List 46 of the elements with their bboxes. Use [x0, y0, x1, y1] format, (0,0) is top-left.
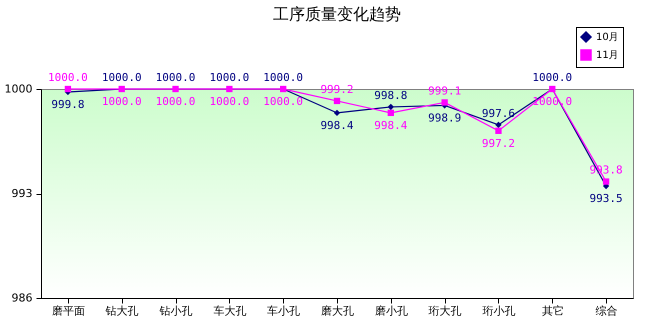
point [602, 178, 610, 185]
point [64, 86, 72, 92]
data-label: 1000.0 [102, 95, 142, 108]
data-label: 999.8 [51, 98, 84, 111]
x-tick-label: 磨平面 [52, 304, 85, 318]
data-label: 1000.0 [532, 71, 572, 84]
x-tick-label: 珩小孔 [482, 304, 516, 318]
y-tick-label: 986 [12, 292, 32, 304]
x-tick-label: 钻小孔 [158, 304, 193, 318]
data-label: 998.9 [428, 111, 462, 124]
x-tick-label: 磨小孔 [374, 304, 408, 318]
data-label: 999.2 [320, 82, 354, 96]
data-label: 993.5 [590, 192, 623, 206]
y-tick-label: 1000 [4, 82, 32, 96]
x-tick-label: 磨大孔 [321, 304, 354, 318]
chart-title: 工序质量变化趋势 [273, 4, 401, 24]
data-label: 1000.0 [209, 71, 250, 84]
legend-label: 10月 [596, 32, 619, 43]
legend-label: 11月 [596, 50, 619, 61]
x-tick-label: 车小孔 [267, 304, 300, 318]
x-tick-label: 综合 [596, 304, 618, 318]
data-label: 1000.0 [156, 71, 196, 84]
x-tick-label: 其它 [542, 304, 564, 318]
data-label: 1000.0 [263, 71, 304, 84]
data-label: 998.4 [320, 118, 354, 132]
data-label: 1000.0 [209, 95, 250, 108]
point [495, 128, 502, 134]
x-tick-label: 珩大孔 [428, 304, 462, 318]
point [441, 99, 448, 106]
data-label: 997.6 [482, 106, 516, 120]
point [388, 110, 394, 116]
point [495, 122, 502, 128]
point [334, 110, 340, 116]
data-label: 1000.0 [263, 95, 304, 108]
x-tick-label: 车大孔 [213, 304, 246, 318]
data-label: 998.4 [374, 118, 408, 132]
point [334, 98, 340, 104]
point [388, 104, 394, 110]
data-label: 998.8 [374, 88, 408, 102]
data-label: 997.2 [482, 136, 516, 150]
data-label: 1000.0 [156, 95, 196, 108]
data-label: 999.1 [428, 84, 462, 98]
y-tick-label: 993 [12, 187, 32, 200]
data-label: 1000.0 [102, 71, 142, 84]
x-tick-label: 钻大孔 [104, 304, 139, 318]
data-label: 1000.0 [48, 71, 88, 84]
